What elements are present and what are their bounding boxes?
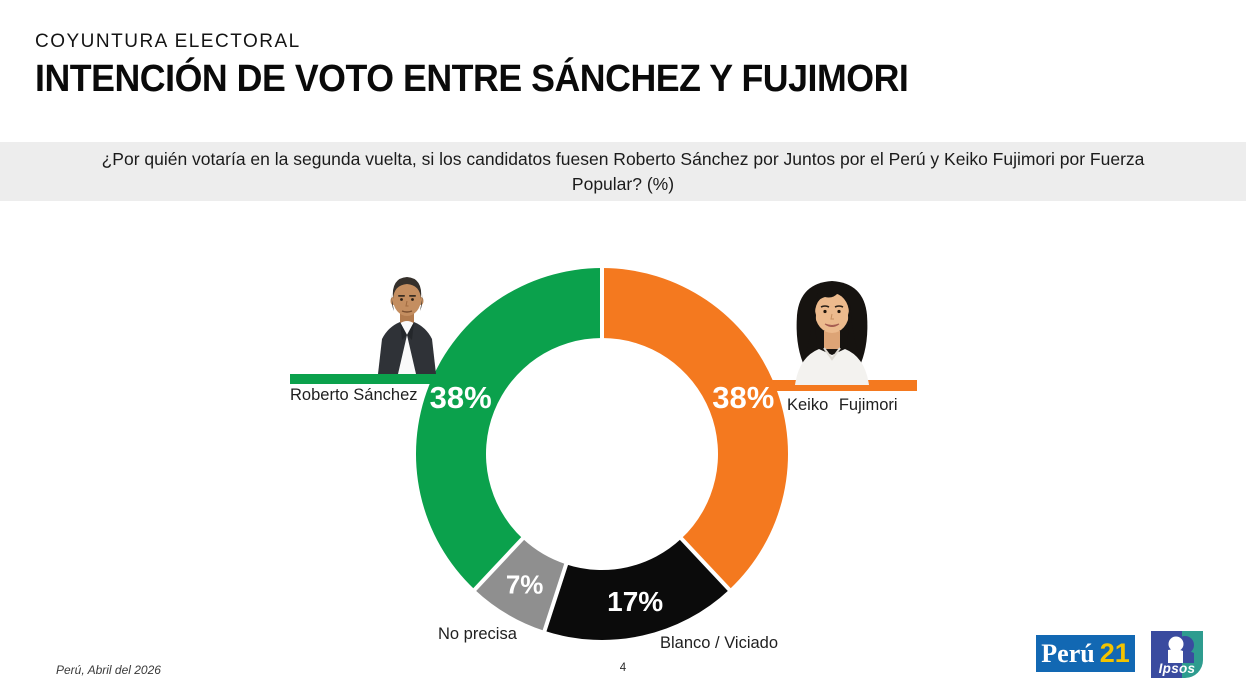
- segment-separator: [472, 535, 526, 592]
- peru21-wordmark: Perú: [1041, 639, 1095, 668]
- donut-chart: 38% 17% 7% 38%: [402, 254, 802, 654]
- sanchez-callout-bar: [290, 374, 440, 384]
- fujimori-portrait-icon: [795, 281, 869, 385]
- segment-percent-label: 38%: [712, 380, 775, 416]
- segment-keiko-fujimori: [602, 268, 789, 590]
- blanco-viciado-label: Blanco / Viciado: [660, 634, 779, 652]
- peru21-logo: Perú 21: [1036, 635, 1135, 672]
- page-number: 4: [619, 662, 627, 674]
- sanchez-portrait-icon: [378, 277, 436, 374]
- ipsos-logo: Ipsos: [1151, 631, 1203, 678]
- fujimori-name-label: Keiko Fujimori: [787, 396, 898, 414]
- ipsos-wordmark: Ipsos: [1158, 661, 1196, 676]
- no-precisa-label: No precisa: [438, 625, 517, 643]
- peru21-number: 21: [1099, 638, 1130, 668]
- segment-percent-label: 7%: [505, 569, 544, 600]
- segment-percent-label: 38%: [429, 380, 492, 416]
- segment-separator: [542, 561, 569, 633]
- question-text-line1: ¿Por quién votaría en la segunda vuelta,…: [101, 148, 1145, 169]
- fujimori-callout-bar: [760, 380, 917, 391]
- segment-blanco-viciado: [544, 538, 730, 641]
- question-text-line2: Popular? (%): [571, 173, 675, 194]
- segment-roberto-s-nchez: [415, 268, 602, 590]
- segment-percent-label: 17%: [607, 586, 664, 618]
- sanchez-name-label: Roberto Sánchez: [290, 386, 418, 404]
- kicker: COYUNTURA ELECTORAL: [35, 31, 301, 52]
- donut-svg: [415, 267, 789, 641]
- segment-no-precisa: [474, 538, 567, 631]
- question-band: ¿Por quién votaría en la segunda vuelta,…: [0, 142, 1246, 201]
- sanchez-photo: [374, 269, 440, 374]
- segment-separator: [678, 535, 732, 592]
- fujimori-photo: [781, 271, 883, 385]
- footnote: Perú, Abril del 2026: [56, 663, 161, 677]
- page-title: INTENCIÓN DE VOTO ENTRE SÁNCHEZ Y FUJIMO…: [35, 58, 909, 100]
- ipsos-profiles-icon: [1168, 636, 1194, 663]
